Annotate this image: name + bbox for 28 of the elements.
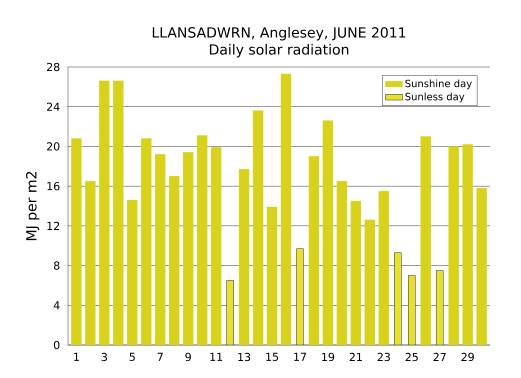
x-tick-label: 3 bbox=[102, 352, 107, 362]
x-tick-label: 19 bbox=[322, 352, 334, 362]
y-tick-label: 12 bbox=[47, 222, 60, 230]
x-tick-label: 5 bbox=[130, 352, 135, 361]
legend-label: Sunshine day bbox=[405, 80, 472, 90]
y-tick-label: 4 bbox=[54, 301, 60, 310]
x-tick-label: 11 bbox=[210, 352, 222, 361]
y-tick-label: 28 bbox=[47, 62, 60, 72]
y-tick-label: 8 bbox=[54, 261, 60, 270]
x-tick-label: 15 bbox=[266, 352, 278, 361]
x-tick-label: 7 bbox=[158, 352, 163, 361]
chart-title: LLANSADWRN, Anglesey, JUNE 2011 bbox=[152, 26, 406, 40]
legend-label: Sunless day bbox=[405, 92, 464, 102]
x-tick-label: 23 bbox=[378, 352, 390, 362]
y-tick-label: 16 bbox=[47, 182, 60, 190]
x-tick-label: 21 bbox=[350, 352, 362, 361]
x-tick-label: 27 bbox=[434, 352, 446, 361]
chart-subtitle: Daily solar radiation bbox=[210, 44, 348, 58]
x-tick-label: 1 bbox=[74, 352, 79, 361]
y-tick-label: 0 bbox=[54, 340, 60, 350]
x-tick-label: 13 bbox=[238, 352, 250, 362]
x-tick-label: 17 bbox=[294, 352, 306, 361]
y-tick-label: 20 bbox=[47, 142, 60, 151]
x-tick-label: 25 bbox=[406, 352, 418, 362]
x-tick-label: 29 bbox=[461, 352, 474, 362]
y-axis-title: MJ per m2 bbox=[26, 172, 40, 240]
x-tick-label: 9 bbox=[185, 352, 191, 362]
y-tick-label: 24 bbox=[47, 102, 60, 111]
